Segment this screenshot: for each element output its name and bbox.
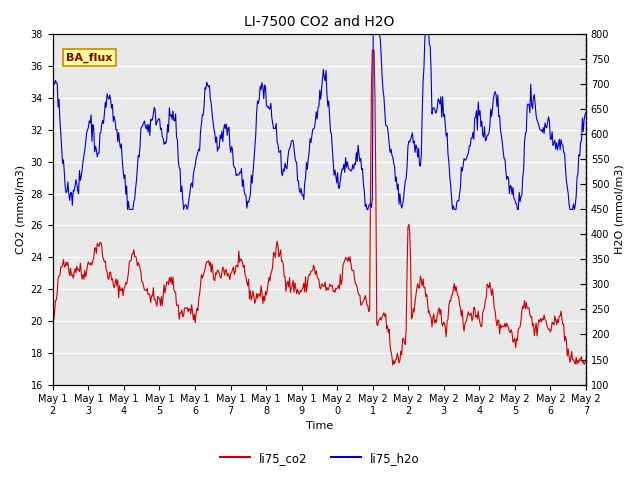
Text: BA_flux: BA_flux bbox=[66, 53, 113, 63]
Y-axis label: CO2 (mmol/m3): CO2 (mmol/m3) bbox=[15, 165, 25, 254]
Title: LI-7500 CO2 and H2O: LI-7500 CO2 and H2O bbox=[244, 15, 394, 29]
X-axis label: Time: Time bbox=[306, 421, 333, 432]
Legend: li75_co2, li75_h2o: li75_co2, li75_h2o bbox=[216, 447, 424, 469]
Y-axis label: H2O (mmol/m3): H2O (mmol/m3) bbox=[615, 165, 625, 254]
